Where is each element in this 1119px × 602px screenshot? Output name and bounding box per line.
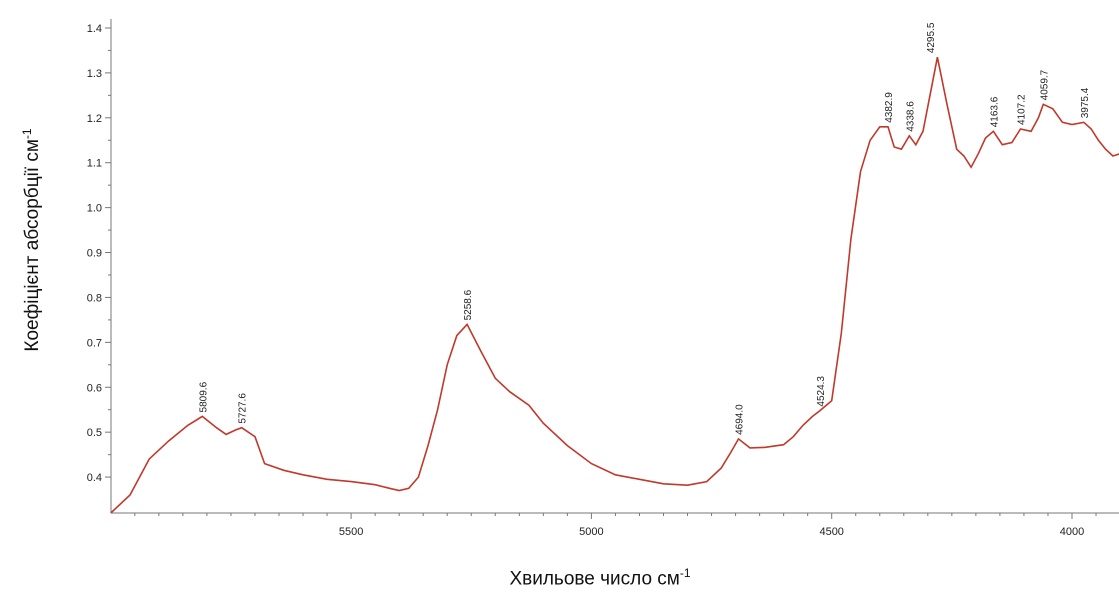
x-axis-title-unit: -1 — [679, 566, 691, 580]
absorption-series-line — [110, 57, 1119, 514]
x-axis-title: Хвильове число см-1 — [509, 566, 690, 590]
peak-annotations: 5809.6 5727.6 5258.6 4694.0 4524.3 4382.9 4338… — [198, 22, 1091, 435]
x-tick-label: 5500 — [339, 526, 363, 538]
peak-label: 5727.6 — [238, 393, 249, 424]
y-tick-label: 0.7 — [87, 337, 102, 349]
peak-label: 4694.0 — [734, 404, 745, 435]
y-axis-title-text: Коефіцієнт абсорбції см — [22, 139, 44, 352]
y-tick-label: 0.4 — [87, 472, 102, 484]
peak-label: 4338.6 — [905, 101, 916, 132]
peak-label: 4107.2 — [1016, 94, 1027, 125]
y-tick-label: 0.9 — [87, 248, 102, 260]
x-tick-label: 4000 — [1060, 526, 1084, 538]
x-tick-label: 4500 — [819, 526, 843, 538]
y-tick-label: 1.2 — [87, 113, 102, 125]
peak-label: 4059.7 — [1039, 69, 1050, 100]
y-axis-title-unit: -1 — [19, 128, 34, 140]
y-tick-label: 1.1 — [87, 158, 102, 170]
y-tick-label: 0.6 — [87, 382, 102, 394]
y-tick-label: 0.8 — [87, 292, 102, 304]
x-tick-label: 5000 — [579, 526, 603, 538]
peak-label: 4524.3 — [816, 376, 827, 407]
peak-label: 4163.6 — [989, 96, 1000, 127]
y-tick-label: 0.5 — [87, 427, 102, 439]
y-axis-title: Коефіцієнт абсорбції см-1 — [20, 128, 44, 351]
x-axis-title-text: Хвильове число см — [509, 568, 680, 590]
y-tick-label: 1.3 — [87, 68, 102, 80]
peak-label: 5809.6 — [198, 381, 209, 412]
peak-label: 4295.5 — [926, 22, 937, 53]
x-axis: 5500 5000 4500 4000 — [111, 512, 1119, 538]
peak-label: 4382.9 — [884, 92, 895, 123]
y-axis: 0.4 0.5 0.6 0.7 0.8 0.9 1.0 1.1 1.2 1.3 1.4 — [87, 19, 112, 513]
y-tick-label: 1.4 — [87, 23, 102, 35]
peak-label: 3975.4 — [1080, 87, 1091, 118]
y-tick-label: 1.0 — [87, 203, 102, 215]
peak-label: 5258.6 — [463, 289, 474, 320]
